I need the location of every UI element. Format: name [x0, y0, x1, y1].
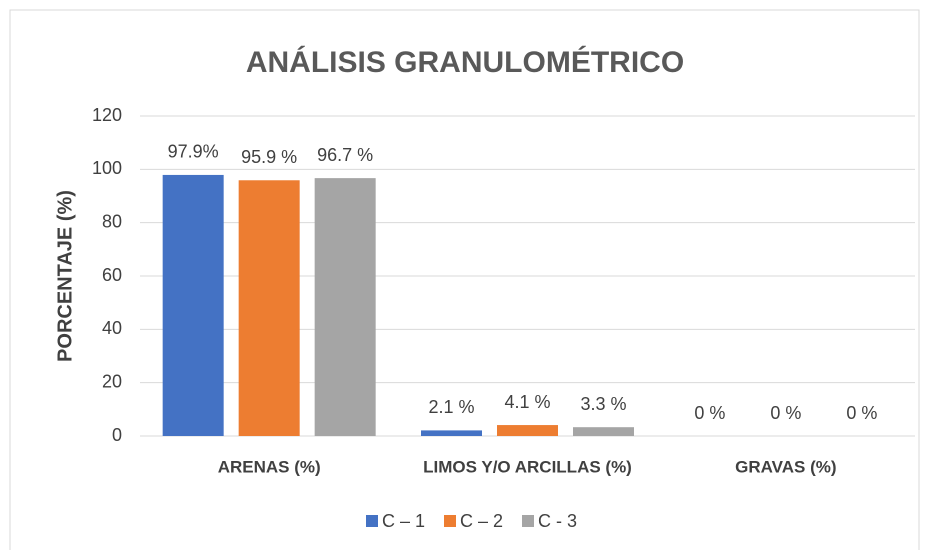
bar: [162, 174, 224, 436]
y-tick-label: 40: [102, 318, 122, 338]
legend-label: C – 1: [382, 511, 425, 531]
bar: [238, 180, 300, 436]
x-tick-label: LIMOS Y/O ARCILLAS (%): [423, 457, 632, 476]
chart-title: ANÁLISIS GRANULOMÉTRICO: [246, 45, 684, 79]
x-tick-label: GRAVAS (%): [735, 457, 836, 476]
bar: [314, 178, 376, 436]
legend-label: C – 2: [460, 511, 503, 531]
value-label: 95.9 %: [241, 147, 297, 167]
value-label: 0 %: [846, 403, 877, 423]
value-label: 2.1 %: [428, 397, 474, 417]
y-tick-label: 100: [92, 158, 122, 178]
y-tick-label: 0: [112, 425, 122, 445]
value-label: 0 %: [770, 403, 801, 423]
legend-swatch: [444, 515, 456, 527]
value-label: 3.3 %: [580, 394, 626, 414]
y-tick-label: 80: [102, 211, 122, 231]
value-label: 0 %: [694, 403, 725, 423]
legend-swatch: [366, 515, 378, 527]
legend-swatch: [522, 515, 534, 527]
y-axis-label: PORCENTAJE (%): [54, 190, 76, 362]
chart-border: [9, 9, 920, 550]
bar: [497, 425, 558, 436]
y-tick-label: 120: [92, 105, 122, 125]
y-tick-label: 60: [102, 265, 122, 285]
bar: [421, 430, 482, 436]
value-label: 97.9%: [168, 142, 219, 162]
x-tick-label: ARENAS (%): [218, 457, 321, 476]
y-tick-label: 20: [102, 371, 122, 391]
value-label: 4.1 %: [504, 392, 550, 412]
bar: [573, 427, 634, 436]
legend-label: C - 3: [538, 511, 577, 531]
value-label: 96.7 %: [317, 145, 373, 165]
